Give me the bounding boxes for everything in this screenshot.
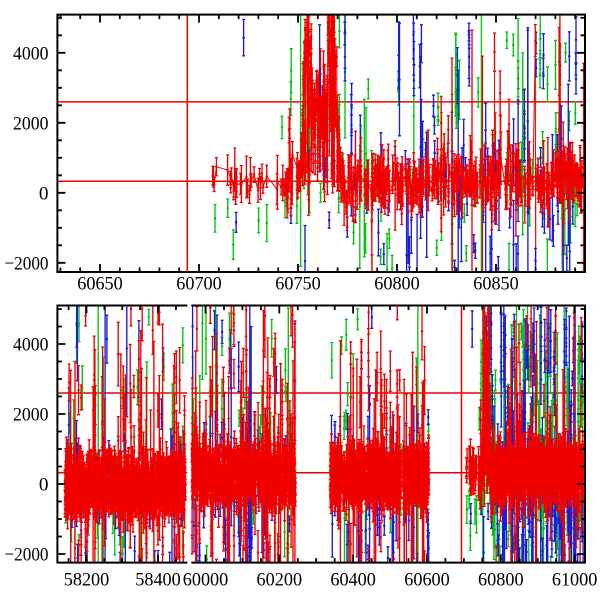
svg-text:4000: 4000	[13, 43, 49, 64]
svg-text:0: 0	[39, 183, 49, 204]
svg-text:2000: 2000	[13, 113, 49, 134]
svg-text:61000: 61000	[552, 569, 598, 590]
svg-text:60600: 60600	[404, 569, 450, 590]
svg-text:60750: 60750	[275, 274, 321, 295]
svg-text:60700: 60700	[176, 274, 222, 295]
svg-text:60800: 60800	[478, 569, 524, 590]
svg-text:−2000: −2000	[5, 545, 49, 566]
svg-text:4000: 4000	[13, 335, 49, 356]
svg-text:60650: 60650	[77, 274, 123, 295]
svg-text:−2000: −2000	[5, 253, 49, 274]
svg-text:60800: 60800	[374, 274, 420, 295]
svg-text:58400: 58400	[135, 569, 181, 590]
svg-text:60850: 60850	[473, 274, 519, 295]
svg-text:58200: 58200	[64, 569, 110, 590]
svg-text:60000: 60000	[183, 569, 229, 590]
svg-text:0: 0	[39, 475, 49, 496]
svg-text:2000: 2000	[13, 405, 49, 426]
svg-text:60200: 60200	[257, 569, 303, 590]
svg-text:60400: 60400	[330, 569, 376, 590]
